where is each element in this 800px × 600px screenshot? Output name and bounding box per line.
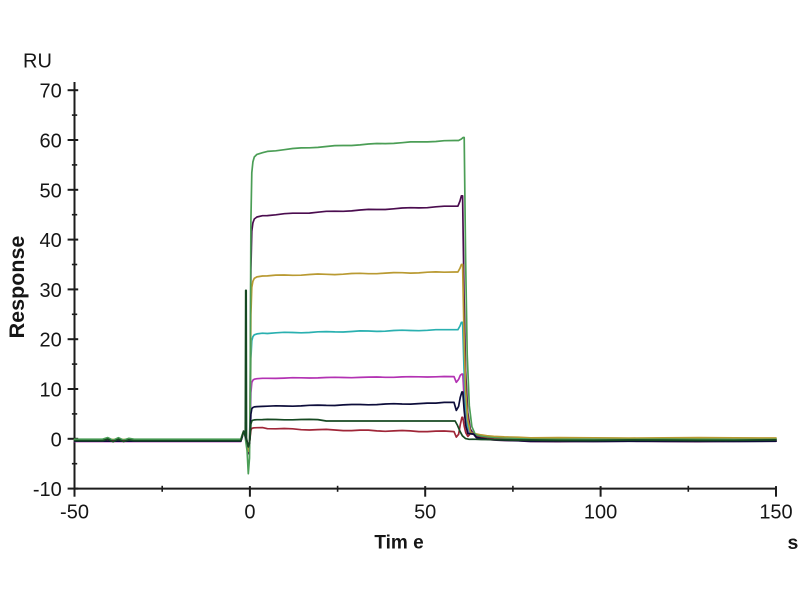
svg-text:150: 150 bbox=[759, 502, 792, 524]
svg-text:RU: RU bbox=[23, 51, 52, 73]
svg-text:-10: -10 bbox=[33, 479, 62, 501]
svg-text:50: 50 bbox=[40, 180, 62, 202]
svg-text:100: 100 bbox=[584, 502, 617, 524]
svg-text:0: 0 bbox=[51, 429, 62, 451]
svg-text:s: s bbox=[788, 532, 799, 554]
svg-text:-50: -50 bbox=[60, 502, 89, 524]
svg-text:70: 70 bbox=[40, 81, 62, 103]
svg-text:30: 30 bbox=[40, 280, 62, 302]
svg-text:Response: Response bbox=[5, 236, 29, 339]
svg-text:40: 40 bbox=[40, 230, 62, 252]
svg-text:10: 10 bbox=[40, 380, 62, 402]
svg-text:50: 50 bbox=[414, 502, 436, 524]
svg-text:60: 60 bbox=[40, 131, 62, 153]
svg-text:0: 0 bbox=[244, 502, 255, 524]
svg-text:Tim e: Tim e bbox=[374, 533, 423, 554]
svg-text:20: 20 bbox=[40, 330, 62, 352]
